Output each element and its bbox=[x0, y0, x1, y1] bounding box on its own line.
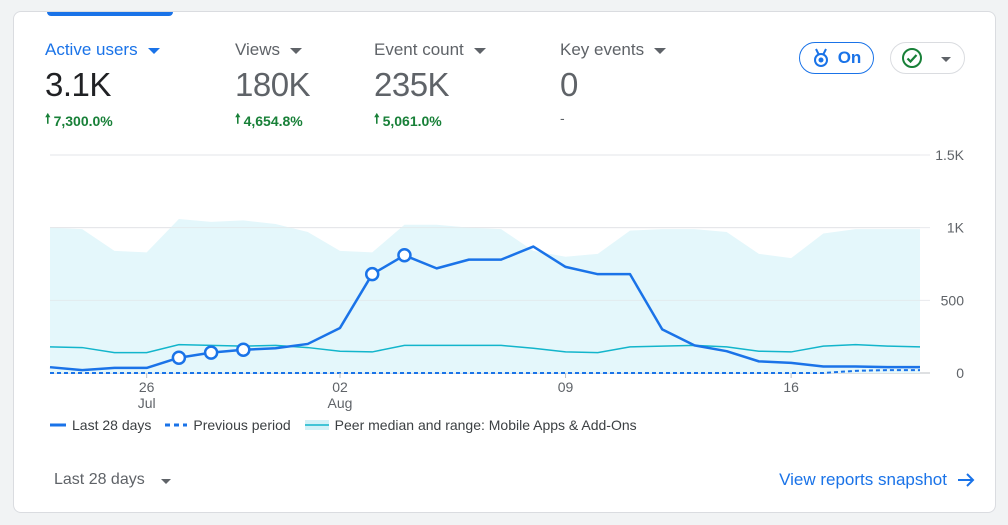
x-tick-label: 02 bbox=[332, 379, 348, 395]
data-point-marker bbox=[397, 248, 412, 263]
metric-name[interactable]: Event count bbox=[374, 40, 486, 60]
delta-value: 5,061.0% bbox=[382, 113, 442, 129]
metric-value: 3.1K bbox=[45, 66, 111, 103]
metric-label: Active users bbox=[45, 40, 138, 59]
data-quality-dropdown[interactable] bbox=[890, 42, 965, 74]
medal-icon bbox=[813, 48, 828, 67]
metric-key-events[interactable]: Key events 0 - bbox=[560, 40, 667, 126]
metric-name[interactable]: Views bbox=[235, 40, 310, 60]
metric-value: 0 bbox=[560, 66, 578, 103]
data-point-marker bbox=[171, 350, 187, 365]
caret-down-icon bbox=[654, 48, 667, 54]
delta-value: 4,654.8% bbox=[243, 113, 303, 129]
caret-down-icon bbox=[147, 48, 160, 54]
peer-range-area bbox=[50, 218, 920, 373]
check-circle-icon bbox=[902, 48, 922, 68]
metric-views[interactable]: Views 180K 🠕 4,654.8% bbox=[235, 40, 311, 132]
y-tick-label: 500 bbox=[941, 292, 965, 308]
y-tick-label: 1K bbox=[947, 220, 965, 236]
metric-label: Key events bbox=[560, 40, 645, 59]
benchmark-toggle-button[interactable]: On bbox=[799, 42, 874, 74]
legend-label: Last 28 days bbox=[72, 417, 152, 433]
peer-median-line bbox=[49, 343, 921, 354]
metric-name[interactable]: Key events bbox=[560, 40, 667, 60]
legend-label: Peer median and range: Mobile Apps & Add… bbox=[334, 417, 637, 433]
solid-line-swatch bbox=[50, 423, 66, 427]
delta-value: - bbox=[560, 110, 565, 126]
date-range-dropdown[interactable]: Last 28 days bbox=[54, 471, 171, 489]
metric-event-count[interactable]: Event count 235K 🠕 5,061.0% bbox=[374, 40, 486, 132]
metric-active-users[interactable]: Active users 3.1K 🠕 7,300.0% bbox=[45, 40, 160, 132]
metric-label: Event count bbox=[374, 40, 464, 59]
arrow-up-icon: 🠕 bbox=[45, 111, 51, 126]
x-tick-label: 16 bbox=[783, 379, 799, 395]
peer-range-swatch bbox=[304, 420, 329, 430]
legend-item-peer-range: Peer median and range: Mobile Apps & Add… bbox=[304, 417, 637, 433]
chart-legend: Last 28 days Previous period Peer median… bbox=[50, 417, 637, 433]
metric-delta: 🠕 4,654.8% bbox=[235, 110, 310, 132]
data-point-marker bbox=[364, 266, 380, 282]
caret-down-icon bbox=[941, 56, 951, 62]
caret-down-icon bbox=[290, 48, 303, 54]
metric-value: 180K bbox=[235, 66, 311, 103]
arrow-up-icon: 🠕 bbox=[235, 111, 241, 126]
metric-delta: 🠕 7,300.0% bbox=[45, 110, 160, 132]
toggle-label: On bbox=[837, 48, 862, 67]
view-reports-snapshot-link[interactable]: View reports snapshot bbox=[779, 470, 975, 490]
last-28-days-line bbox=[49, 245, 920, 372]
caret-down-icon bbox=[160, 478, 171, 484]
data-point-marker bbox=[203, 345, 219, 360]
metric-delta: - bbox=[560, 110, 666, 126]
overview-card: Active users 3.1K 🠕 7,300.0% Views 180K 🠕… bbox=[13, 11, 996, 513]
x-tick-sublabel: Jul bbox=[138, 395, 156, 411]
x-tick-label: 09 bbox=[558, 379, 574, 395]
legend-label: Previous period bbox=[193, 417, 291, 433]
date-range-label: Last 28 days bbox=[54, 471, 145, 488]
snapshot-label: View reports snapshot bbox=[779, 470, 947, 489]
metric-name[interactable]: Active users bbox=[45, 40, 160, 60]
x-tick-sublabel: Aug bbox=[328, 395, 353, 411]
y-tick-label: 1.5K bbox=[935, 147, 964, 163]
active-tab-indicator bbox=[47, 12, 173, 16]
previous-period-line bbox=[50, 369, 920, 374]
legend-item-previous-period: Previous period bbox=[165, 417, 291, 433]
metric-value: 235K bbox=[374, 66, 450, 103]
arrow-right-icon bbox=[958, 473, 975, 487]
data-point-marker bbox=[236, 342, 251, 357]
dashed-line-swatch bbox=[165, 423, 188, 427]
delta-value: 7,300.0% bbox=[53, 113, 113, 129]
legend-item-last-28-days: Last 28 days bbox=[50, 417, 151, 433]
metric-label: Views bbox=[235, 40, 281, 59]
y-tick-label: 0 bbox=[956, 365, 964, 381]
x-tick-label: 26 bbox=[139, 379, 155, 395]
caret-down-icon bbox=[473, 48, 486, 54]
metric-delta: 🠕 5,061.0% bbox=[374, 110, 486, 132]
arrow-up-icon: 🠕 bbox=[374, 111, 380, 126]
